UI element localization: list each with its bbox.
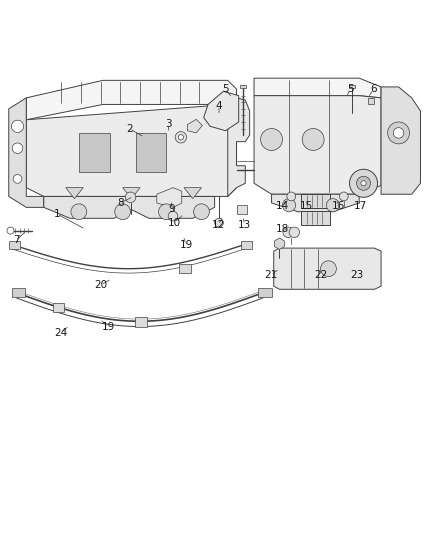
Text: 2: 2 — [126, 124, 133, 134]
Circle shape — [115, 204, 131, 220]
Circle shape — [175, 132, 187, 143]
Circle shape — [283, 227, 293, 238]
Polygon shape — [66, 188, 83, 199]
Polygon shape — [349, 85, 355, 88]
Bar — [53, 303, 64, 311]
Text: 4: 4 — [215, 101, 223, 111]
Text: 19: 19 — [180, 240, 193, 249]
Text: 15: 15 — [300, 201, 313, 211]
Circle shape — [168, 211, 178, 221]
Polygon shape — [157, 188, 182, 207]
Polygon shape — [254, 78, 381, 98]
Text: 6: 6 — [370, 84, 377, 94]
Bar — [301, 211, 330, 225]
Circle shape — [321, 261, 336, 277]
Circle shape — [194, 204, 209, 220]
Text: 21: 21 — [264, 270, 277, 280]
Text: 1: 1 — [53, 209, 60, 219]
Bar — [134, 317, 147, 327]
Circle shape — [357, 176, 371, 190]
Circle shape — [215, 219, 223, 227]
Polygon shape — [275, 238, 284, 249]
Text: 7: 7 — [13, 235, 20, 245]
Text: 8: 8 — [117, 198, 124, 208]
Circle shape — [12, 143, 23, 154]
Bar — [179, 264, 191, 273]
Text: 14: 14 — [276, 201, 289, 211]
Circle shape — [71, 204, 87, 220]
Bar — [258, 287, 272, 297]
Polygon shape — [123, 188, 140, 199]
Bar — [301, 194, 330, 208]
Polygon shape — [26, 80, 237, 120]
Polygon shape — [187, 119, 202, 133]
Circle shape — [159, 204, 174, 220]
Circle shape — [13, 174, 22, 183]
Bar — [12, 287, 25, 297]
Circle shape — [339, 192, 348, 201]
Text: 5: 5 — [347, 84, 354, 94]
Polygon shape — [237, 205, 247, 214]
Polygon shape — [136, 133, 166, 172]
Polygon shape — [184, 188, 201, 199]
Circle shape — [283, 199, 296, 212]
Polygon shape — [204, 91, 239, 131]
Circle shape — [361, 181, 366, 186]
Polygon shape — [44, 197, 215, 219]
Circle shape — [125, 192, 136, 203]
Polygon shape — [79, 133, 110, 172]
Text: 16: 16 — [332, 201, 345, 211]
Text: 10: 10 — [168, 217, 181, 228]
Polygon shape — [9, 98, 44, 207]
Text: 20: 20 — [94, 280, 107, 290]
Text: 18: 18 — [276, 224, 289, 235]
Polygon shape — [272, 194, 359, 212]
Polygon shape — [368, 98, 374, 104]
Polygon shape — [254, 96, 381, 194]
Circle shape — [178, 135, 184, 140]
Bar — [9, 241, 20, 249]
Polygon shape — [228, 98, 250, 197]
Text: 12: 12 — [212, 220, 225, 230]
Text: 13: 13 — [238, 220, 251, 230]
Text: 17: 17 — [353, 201, 367, 211]
Text: 23: 23 — [350, 270, 364, 280]
Text: 5: 5 — [222, 84, 229, 94]
Circle shape — [261, 128, 283, 150]
Circle shape — [388, 122, 410, 144]
Circle shape — [7, 227, 14, 234]
Text: 19: 19 — [102, 322, 115, 332]
Text: 9: 9 — [168, 204, 175, 214]
Text: 3: 3 — [165, 119, 172, 129]
Text: 24: 24 — [54, 328, 67, 338]
Polygon shape — [274, 248, 381, 289]
Circle shape — [350, 169, 378, 197]
Polygon shape — [381, 87, 420, 194]
Bar — [241, 241, 252, 249]
Circle shape — [393, 128, 404, 138]
Circle shape — [326, 199, 339, 212]
Polygon shape — [240, 85, 246, 88]
Text: 22: 22 — [314, 270, 327, 280]
Circle shape — [302, 128, 324, 150]
Circle shape — [289, 227, 300, 238]
Circle shape — [11, 120, 24, 133]
Polygon shape — [26, 104, 237, 197]
Circle shape — [287, 192, 296, 201]
